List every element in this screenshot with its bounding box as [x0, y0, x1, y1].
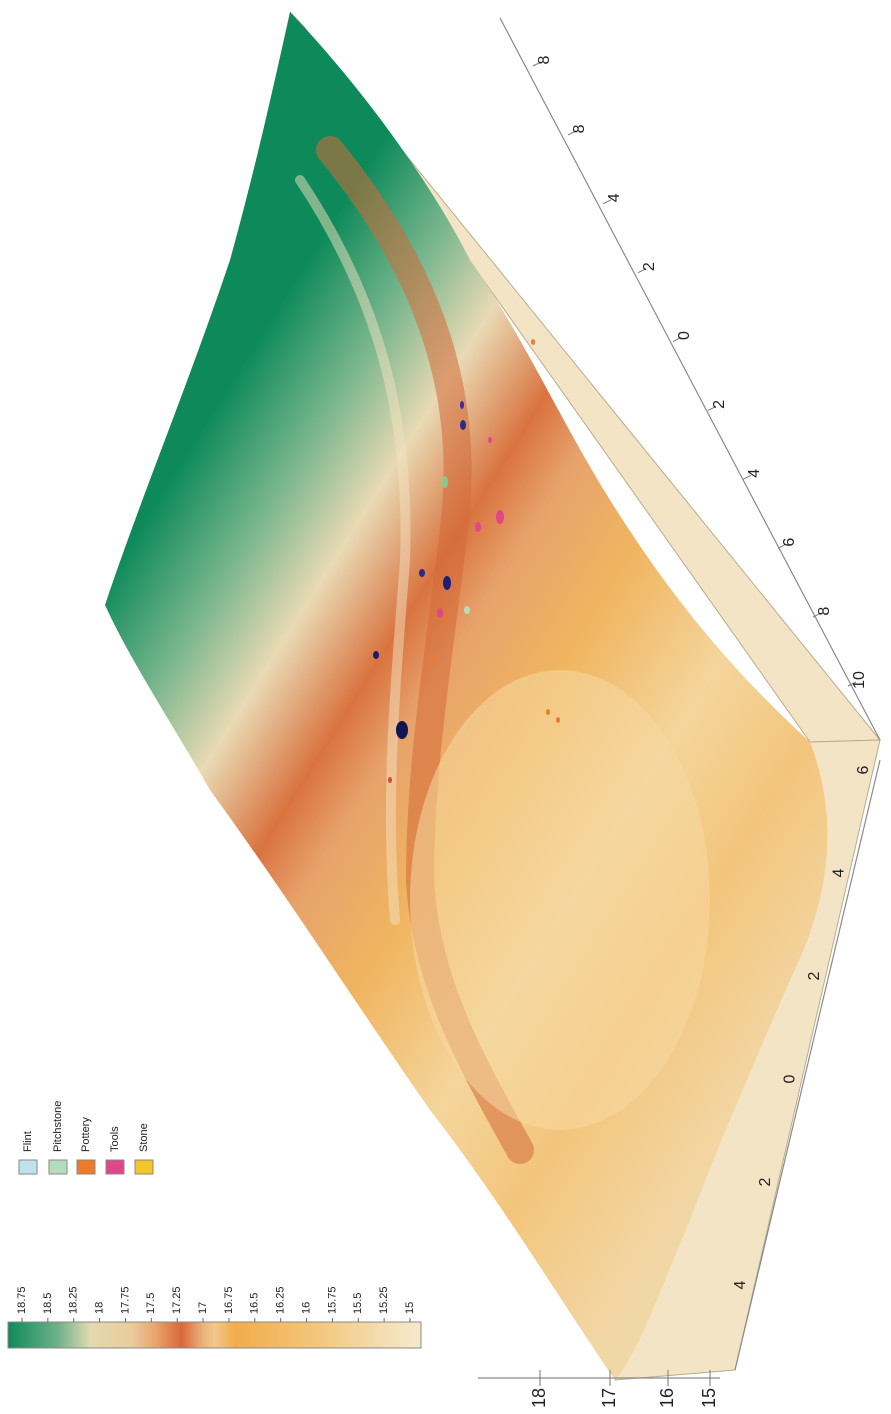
short-axis-tick-label: 6	[855, 765, 872, 774]
artifact-legend: Flint Pitchstone Pottery Tools Stone	[18, 1101, 154, 1175]
z-axis-ticks: 18 17 16 15	[529, 1370, 719, 1408]
long-axis-tick-label: 6	[781, 538, 798, 547]
elevation-label: 17	[197, 1302, 209, 1314]
artifact-legend-label: Flint	[22, 1131, 34, 1152]
artifact-dot	[373, 651, 379, 659]
elevation-label: 15	[404, 1302, 416, 1314]
short-axis-tick-label: 4	[732, 1280, 749, 1289]
artifact-dot	[546, 709, 550, 715]
long-axis-tick-label: 2	[711, 400, 728, 409]
long-axis-tick-label: 2	[641, 262, 658, 271]
artifact-legend-swatch	[18, 1159, 38, 1175]
long-axis-tick-mark	[777, 543, 787, 549]
elevation-label: 18.25	[68, 1286, 80, 1314]
artifact-legend-label: Pottery	[80, 1117, 92, 1152]
long-axis-tick-mark	[637, 268, 647, 274]
elevation-label: 16	[300, 1302, 312, 1314]
terrain-ridge-highlight	[295, 175, 411, 925]
artifact-dot	[460, 420, 466, 430]
elevation-label: 17.75	[119, 1286, 131, 1314]
artifact-legend-label: Tools	[109, 1126, 121, 1152]
elevation-legend: 18.75 18.5 18.25 18 17.75 17.5 17.25 17 16.75 16.…	[7, 1286, 422, 1349]
z-axis-tick-label: 17	[599, 1388, 619, 1408]
artifact-legend-swatch	[48, 1159, 68, 1175]
z-axis-tick-label: 16	[657, 1388, 677, 1408]
long-axis-tick-mark	[707, 405, 717, 411]
short-axis-tick-label: 4	[831, 868, 848, 877]
elevation-label: 18.5	[42, 1293, 54, 1314]
artifact-dot	[388, 777, 392, 783]
artifact-dot	[531, 339, 535, 345]
artifact-legend-label: Stone	[138, 1123, 150, 1152]
artifact-scatter	[373, 339, 560, 783]
artifact-dot	[419, 569, 425, 577]
elevation-label: 15.5	[352, 1293, 364, 1314]
elevation-label: 18	[94, 1302, 106, 1314]
artifact-legend-swatch	[76, 1159, 96, 1175]
artifact-dot	[443, 576, 451, 590]
z-axis-tick-label: 15	[699, 1388, 719, 1408]
artifact-dot	[556, 717, 560, 723]
long-axis-tick-label: 8	[571, 124, 588, 133]
short-axis-tick-label: 2	[757, 1177, 774, 1186]
elevation-label: 15.75	[326, 1286, 338, 1314]
elevation-label: 16.5	[249, 1293, 261, 1314]
long-axis-tick-label: 4	[606, 193, 623, 202]
long-axis-tick-label: 8	[536, 55, 553, 64]
artifact-dot	[475, 522, 481, 532]
z-axis-tick-label: 18	[529, 1388, 549, 1408]
long-axis-tick-mark	[672, 337, 682, 343]
elevation-label: 17.25	[171, 1286, 183, 1314]
artifact-dot	[488, 437, 492, 443]
artifact-legend-swatch	[105, 1159, 125, 1175]
short-axis-line	[734, 759, 881, 1371]
long-axis-ticks: 8 8 4 2 0 2 4 6 8 10	[532, 55, 868, 689]
short-axis-ticks: 6 4 2 0 2 4	[732, 765, 872, 1289]
artifact-dot	[496, 510, 504, 524]
artifact-dot	[430, 655, 434, 661]
short-axis-tick-label: 0	[781, 1074, 798, 1083]
long-axis-tick-mark	[742, 474, 752, 480]
long-axis-tick-mark	[847, 681, 857, 687]
long-axis-tick-mark	[567, 130, 577, 136]
elevation-label: 16.75	[223, 1286, 235, 1314]
terrain-hollow	[410, 670, 710, 1130]
long-axis-tick-label: 8	[816, 607, 833, 616]
artifact-dot	[442, 476, 448, 488]
long-axis-tick-mark	[532, 61, 542, 67]
long-axis-tick-label: 10	[851, 671, 868, 689]
artifact-dot	[464, 606, 470, 614]
elevation-label: 17.5	[145, 1293, 157, 1314]
long-axis-line	[499, 17, 881, 741]
long-axis-tick-label: 4	[746, 469, 763, 478]
elevation-label: 16.25	[275, 1286, 287, 1314]
elevation-color-ramp	[7, 1321, 422, 1349]
short-axis-tick-label: 2	[806, 971, 823, 980]
artifact-dot	[437, 608, 443, 618]
long-axis-tick-label: 0	[676, 331, 693, 340]
artifact-dot	[396, 721, 408, 739]
long-axis-tick-mark	[602, 199, 612, 205]
artifact-legend-swatch	[134, 1159, 154, 1175]
elevation-label: 15.25	[378, 1286, 390, 1314]
elevation-label: 18.75	[16, 1286, 28, 1314]
artifact-dot	[460, 401, 464, 409]
long-axis-tick-mark	[812, 612, 822, 618]
artifact-legend-label: Pitchstone	[52, 1101, 64, 1152]
elevation-labels: 18.75 18.5 18.25 18 17.75 17.5 17.25 17 16.75 16.…	[16, 1286, 416, 1322]
